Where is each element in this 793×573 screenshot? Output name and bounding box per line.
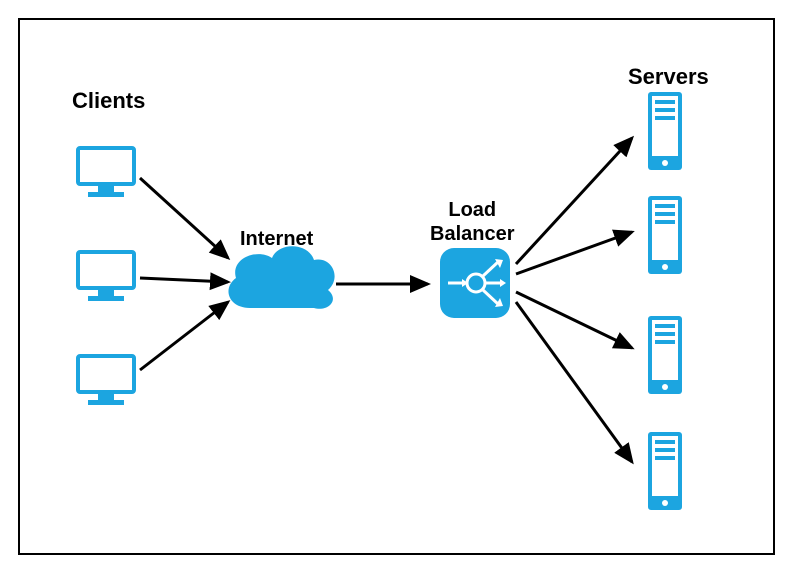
diagram-canvas: Clients Internet Load Balancer Servers	[0, 0, 793, 573]
clients-label: Clients	[72, 88, 145, 114]
load-balancer-label: Load Balancer	[430, 198, 515, 246]
internet-label: Internet	[240, 228, 313, 251]
servers-label: Servers	[628, 64, 709, 90]
